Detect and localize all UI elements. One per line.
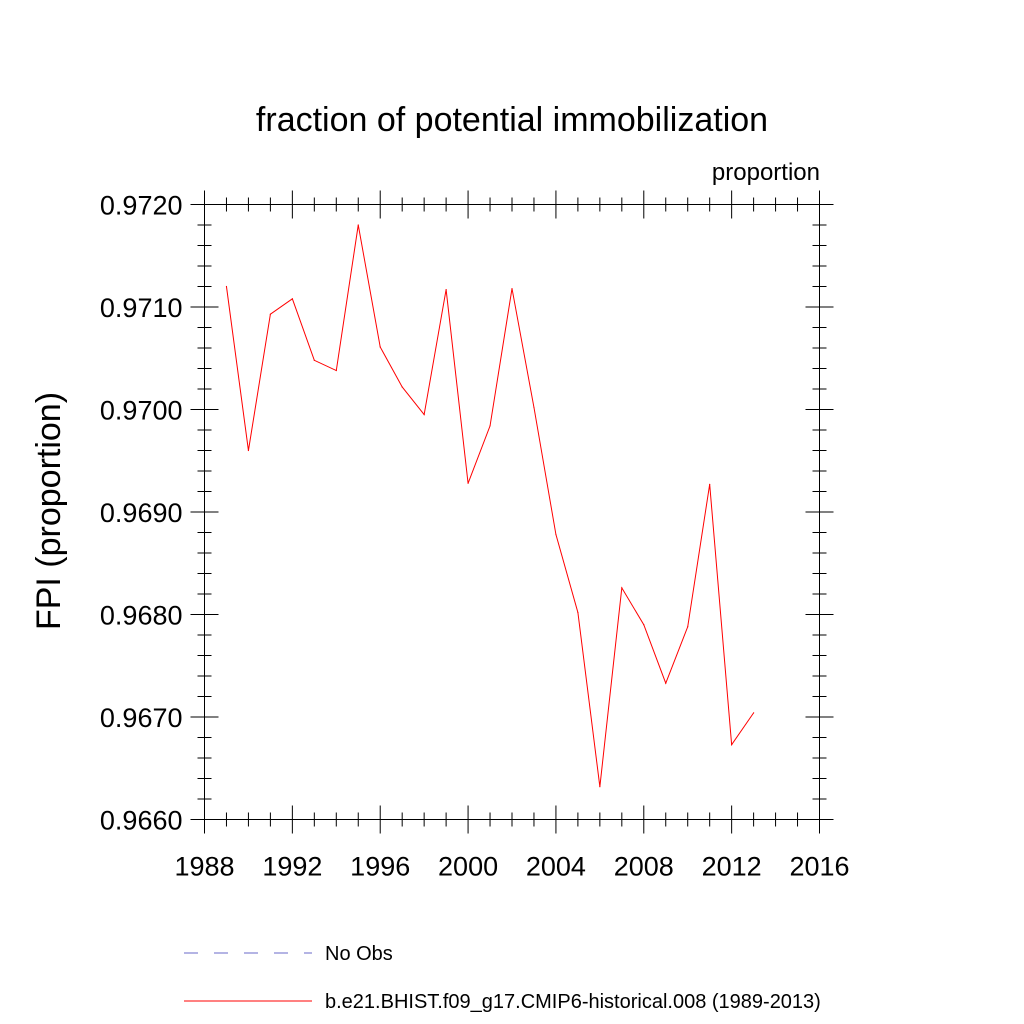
series-point	[445, 288, 447, 291]
series-point	[599, 786, 601, 788]
legend: No Obs b.e21.BHIST.f09_g17.CMIP6-histori…	[184, 943, 821, 1013]
y-tick-label: 0.9720	[100, 191, 183, 221]
axis-ticks	[190, 190, 834, 834]
y-tick-label: 0.9680	[100, 601, 183, 631]
series-point	[357, 224, 359, 226]
legend-label-no-obs: No Obs	[325, 943, 393, 965]
series-point	[467, 482, 469, 484]
series-point	[665, 682, 667, 684]
series-point	[621, 587, 623, 589]
series-point	[731, 744, 733, 746]
x-tick-label: 1996	[350, 852, 410, 882]
series-point	[687, 626, 689, 628]
y-tick-label: 0.9700	[100, 396, 183, 426]
x-tick-label: 2016	[789, 852, 849, 882]
y-tick-label: 0.9660	[100, 806, 183, 836]
series-point	[225, 285, 228, 288]
series-point	[643, 624, 645, 626]
series-point	[489, 425, 491, 427]
legend-label-model: b.e21.BHIST.f09_g17.CMIP6-historical.008…	[325, 991, 821, 1013]
y-tick-label: 0.9690	[100, 498, 183, 528]
y-tick-label: 0.9670	[100, 703, 183, 733]
series-point	[401, 386, 403, 388]
series-point	[577, 611, 579, 614]
series-point	[313, 359, 315, 361]
y-axis-label: FPI (proportion)	[30, 392, 68, 630]
x-tick-label: 1988	[174, 852, 234, 882]
axis-tick-labels: 1988 1992 1996 2000 2004 2008 2012 2016 0.9660 0.…	[100, 191, 850, 882]
x-tick-label: 2000	[438, 852, 498, 882]
series-point	[753, 712, 755, 714]
series-point	[269, 313, 271, 315]
series-point	[379, 346, 381, 348]
plot-frame	[204, 204, 820, 820]
series-point	[423, 414, 425, 416]
x-tick-label: 1992	[262, 852, 322, 882]
series-point	[709, 483, 711, 485]
series-point	[247, 449, 250, 452]
chart-title: fraction of potential immobilization	[256, 101, 768, 139]
y-tick-label: 0.9710	[100, 293, 183, 323]
x-tick-label: 2012	[702, 852, 762, 882]
x-tick-label: 2008	[614, 852, 674, 882]
series-point	[555, 533, 557, 536]
chart-subtitle: proportion	[712, 159, 820, 186]
series-point	[533, 406, 535, 409]
series-layer	[225, 224, 755, 788]
series-point	[335, 369, 337, 372]
series-point	[511, 287, 513, 290]
series-line-1	[225, 224, 755, 787]
x-tick-label: 2004	[526, 852, 586, 882]
series-point	[291, 298, 293, 300]
